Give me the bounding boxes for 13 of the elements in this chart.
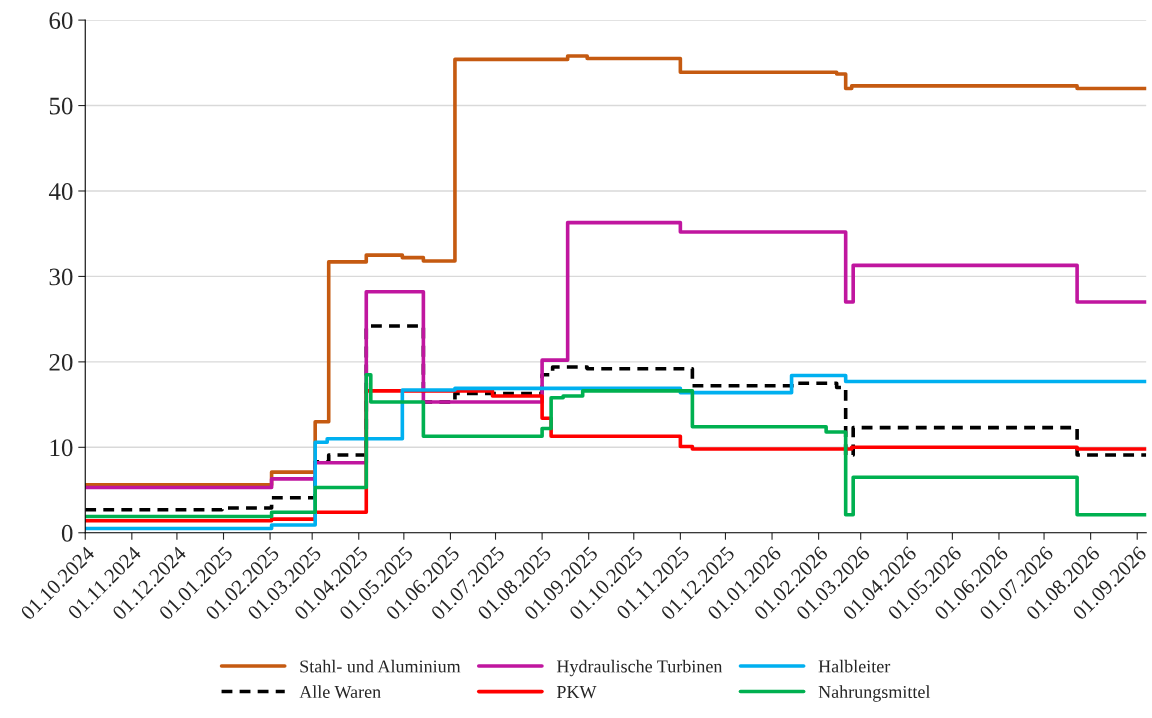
legend-label: Halbleiter bbox=[818, 659, 891, 673]
legend-label: Nahrungsmittel bbox=[818, 685, 931, 702]
legend-label: Hydraulische Turbinen bbox=[556, 659, 723, 677]
legend-label: Alle Waren bbox=[299, 685, 381, 699]
y-tick-label: 0 bbox=[61, 524, 73, 542]
y-tick-label: 40 bbox=[48, 183, 73, 200]
y-tick-label: 20 bbox=[49, 353, 73, 371]
legend-label: PKW bbox=[556, 686, 597, 699]
y-tick-label: 60 bbox=[49, 12, 73, 30]
y-tick-label: 30 bbox=[49, 268, 73, 286]
y-tick-label: 10 bbox=[50, 439, 73, 457]
y-tick-label: 50 bbox=[49, 97, 73, 115]
legend-label: Stahl- und Aluminium bbox=[300, 659, 461, 673]
